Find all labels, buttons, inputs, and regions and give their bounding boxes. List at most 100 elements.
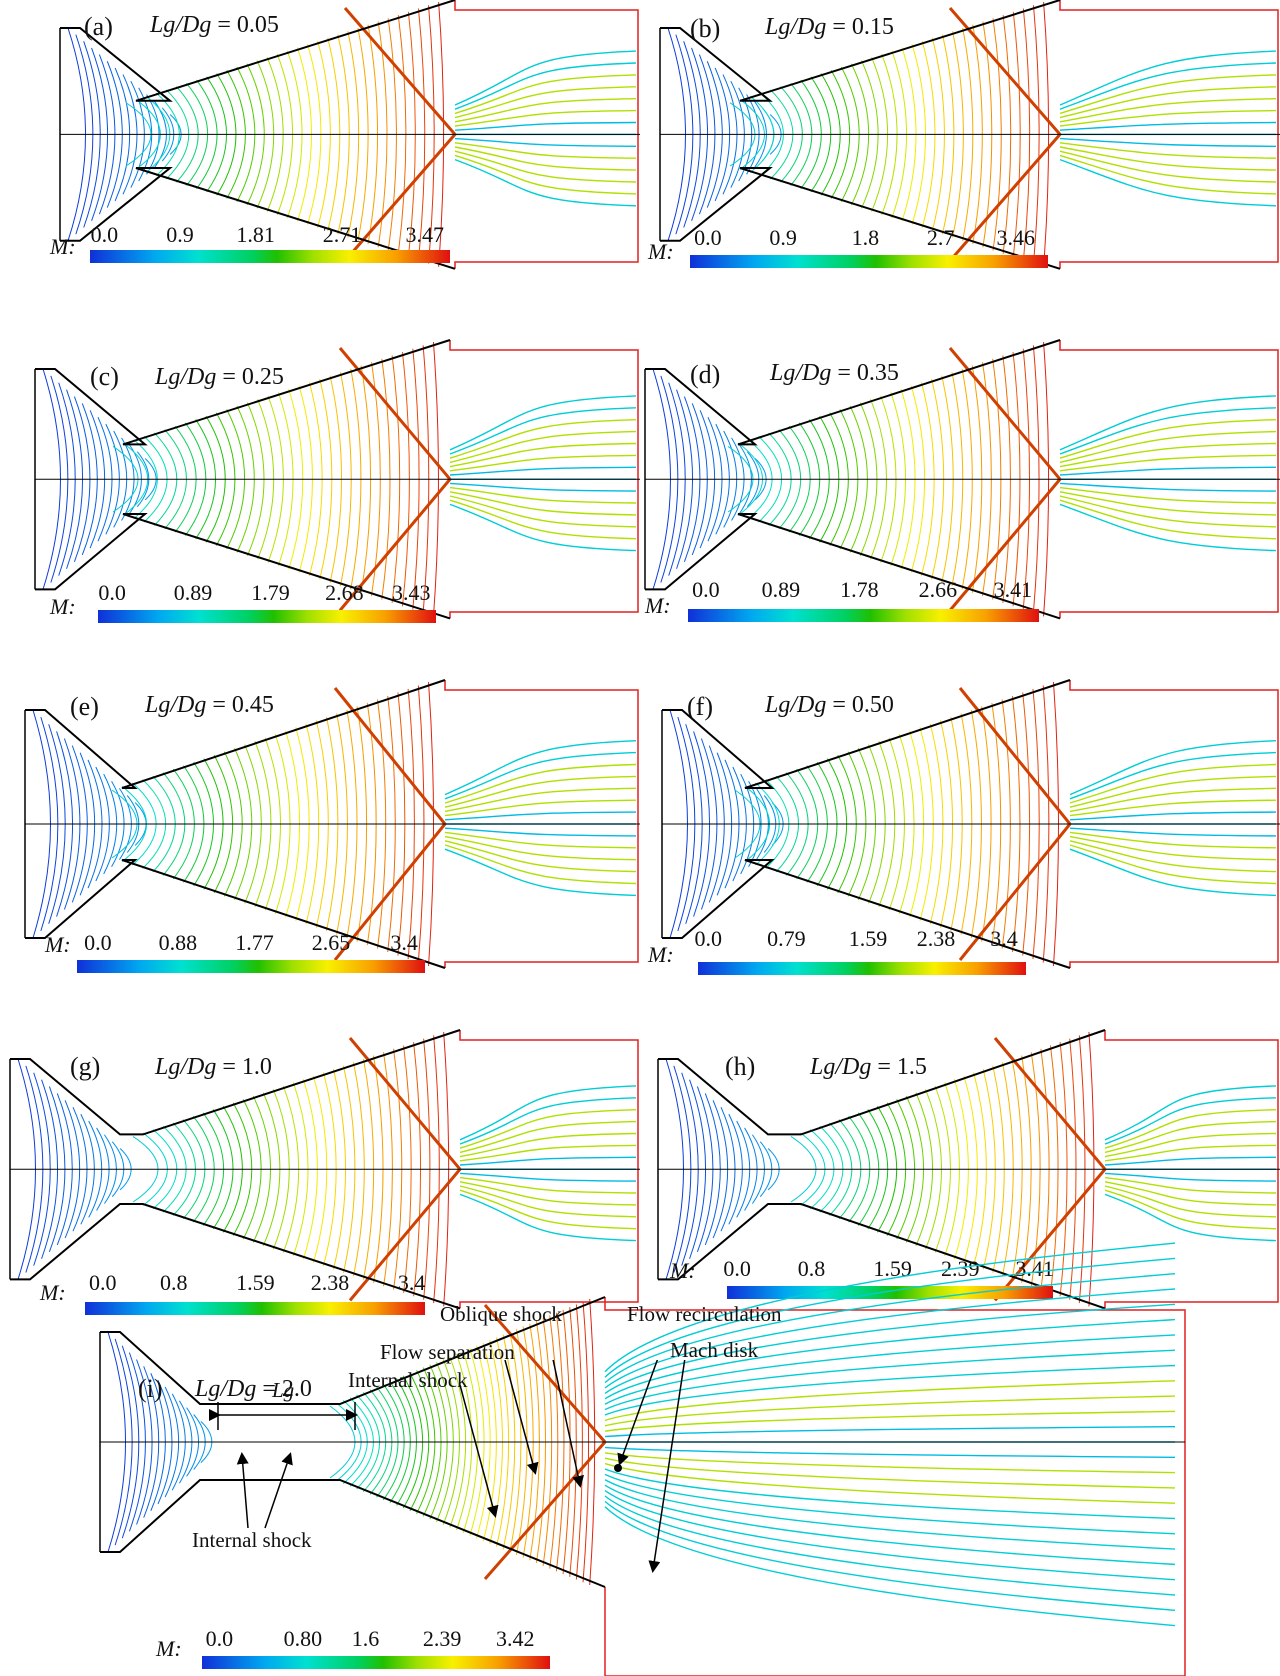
jet-streamline [444, 848, 637, 897]
colorbar-tick: 0.0 [89, 1270, 117, 1295]
colorbar-tick: 2.39 [940, 1256, 980, 1281]
colorbar-ticks-b: 0.0 0.9 1.8 2.7 3.46 [690, 225, 1048, 251]
ratio-i: Lg/Dg = 2.0 [195, 1376, 312, 1402]
internal-shock-arrow [459, 1384, 499, 1518]
jet-streamline [604, 1452, 1176, 1474]
jet-streamline [1059, 466, 1277, 476]
jet-streamline [604, 1364, 1176, 1416]
colorbar-f: M: 0.0 0.79 1.59 2.38 3.4 [648, 926, 1038, 976]
nozzle-wall-bottom [660, 167, 1061, 270]
colorbar-ticks-g: 0.0 0.8 1.59 2.38 3.4 [85, 1270, 440, 1296]
colorbar-ticks-f: 0.0 0.79 1.59 2.38 3.4 [694, 926, 1038, 952]
nozzle-wall-bottom [645, 513, 1061, 620]
jet-streamline [454, 74, 637, 115]
annotation-lg: Lg [272, 1378, 295, 1402]
nozzle-wall-top [10, 1029, 461, 1136]
colorbar-ticks-c: 0.0 0.89 1.79 2.68 3.43 [98, 580, 450, 606]
jet-streamline [604, 1473, 1176, 1535]
nozzle-wall-top [658, 1029, 1106, 1136]
colorbar-m-label: M: [50, 234, 76, 259]
jet-streamline [449, 503, 637, 552]
nozzle-wall-top [60, 0, 456, 102]
domain-boundary [459, 1030, 639, 1309]
jet-streamline [604, 1395, 1176, 1427]
colorbar-tick: 3.4 [390, 930, 418, 955]
jet-streamline [1059, 454, 1277, 472]
domain-boundary [1059, 0, 1279, 269]
flow-field-f [661, 679, 1280, 969]
jet-streamline [449, 499, 637, 540]
jet-streamline [1104, 1156, 1277, 1166]
colorbar-e: M: 0.0 0.88 1.77 2.65 3.4 [45, 930, 425, 980]
colorbar-tick: 0.9 [166, 222, 194, 247]
jet-streamline [604, 1257, 1176, 1378]
jet-streamline [454, 98, 637, 123]
ratio-g: Lg/Dg = 1.0 [155, 1054, 272, 1080]
nozzle-wall-bottom [658, 1203, 1106, 1310]
jet-streamline [449, 482, 637, 492]
jet-streamline [444, 787, 637, 813]
annotation-flow-recirculation: Flow recirculation [627, 1302, 782, 1326]
colorbar-tick: 3.42 [495, 1626, 535, 1651]
jet-streamline [604, 1334, 1176, 1405]
jet-streamline [459, 1156, 637, 1166]
colorbar-tick: 0.0 [694, 926, 722, 951]
ratio-value-b: 0.15 [851, 14, 894, 40]
jet-streamline [1069, 840, 1277, 873]
domain-boundary [444, 680, 639, 968]
jet-streamline [1104, 1144, 1277, 1162]
annotation-mach-disk: Mach disk [670, 1338, 759, 1362]
jet-streamline [1059, 109, 1277, 127]
panel-label-f: (f) [687, 692, 713, 721]
colorbar-m-label: M: [50, 594, 76, 619]
jet-streamline [459, 1185, 637, 1218]
colorbar-gradient [202, 1656, 550, 1669]
jet-streamline [454, 50, 637, 106]
jet-streamline [449, 419, 637, 459]
jet-streamline [1059, 62, 1277, 110]
colorbar-tick: 2.71 [322, 222, 362, 247]
panel-label-h: (h) [725, 1052, 756, 1081]
nozzle-wall-bottom [662, 859, 1071, 969]
nozzle-wall-bottom [35, 513, 451, 620]
colorbar-tick: 2.68 [325, 580, 364, 605]
jet-streamline [1059, 158, 1277, 207]
ratio-lhs-h: Lg/Dg [810, 1054, 872, 1080]
panel-d: (d) Lg/Dg = 0.35 M: 0.0 0.89 1.78 2.66 3… [640, 339, 1280, 630]
jet-streamline [444, 775, 637, 808]
colorbar-tick: 0.8 [160, 1270, 188, 1295]
jet-streamline [1059, 121, 1277, 131]
nozzle-wall-bottom [25, 859, 446, 969]
colorbar-gradient [727, 1286, 1053, 1299]
ratio-d: Lg/Dg = 0.35 [770, 360, 899, 386]
panel-label-g: (g) [70, 1052, 101, 1081]
ratio-value-h: 1.5 [896, 1054, 927, 1080]
ratio-b: Lg/Dg = 0.15 [765, 14, 894, 40]
colorbar-tick: 2.7 [926, 225, 955, 250]
ratio-value-g: 1.0 [241, 1054, 272, 1080]
panel-b: (b) Lg/Dg = 0.15 M: 0.0 0.9 1.8 2.7 3.46 [640, 0, 1280, 280]
jet-streamline [449, 495, 637, 528]
jet-streamline [459, 1181, 637, 1206]
jet-streamline [1104, 1185, 1277, 1218]
panel-h: (h) Lg/Dg = 1.5 M: 0.0 0.8 1.59 2.39 3.4… [640, 1029, 1280, 1320]
colorbar-tick: 0.0 [694, 225, 722, 250]
panel-f: (f) Lg/Dg = 0.50 M: 0.0 0.79 1.59 2.38 3… [640, 679, 1280, 980]
jet-streamline [1104, 1181, 1277, 1206]
flow-field-b [659, 0, 1280, 270]
jet-streamline [454, 154, 637, 195]
jet-streamline [1104, 1085, 1277, 1141]
jet-streamline [454, 142, 637, 159]
jet-streamline [1059, 407, 1277, 455]
colorbar-tick: 3.47 [405, 222, 445, 247]
jet-streamline [604, 1288, 1176, 1389]
colorbar-tick: 2.38 [916, 926, 956, 951]
nozzle-wall-top [100, 1296, 606, 1405]
nozzle-wall-top [662, 679, 1071, 789]
colorbar-tick: 0.8 [797, 1256, 826, 1281]
jet-streamline [1104, 1109, 1277, 1149]
colorbar-tick: 0.88 [158, 930, 198, 955]
colorbar-h: M: 0.0 0.8 1.59 2.39 3.41 [670, 1256, 1065, 1306]
colorbar-gradient [90, 250, 450, 263]
jet-streamline [1104, 1193, 1277, 1242]
